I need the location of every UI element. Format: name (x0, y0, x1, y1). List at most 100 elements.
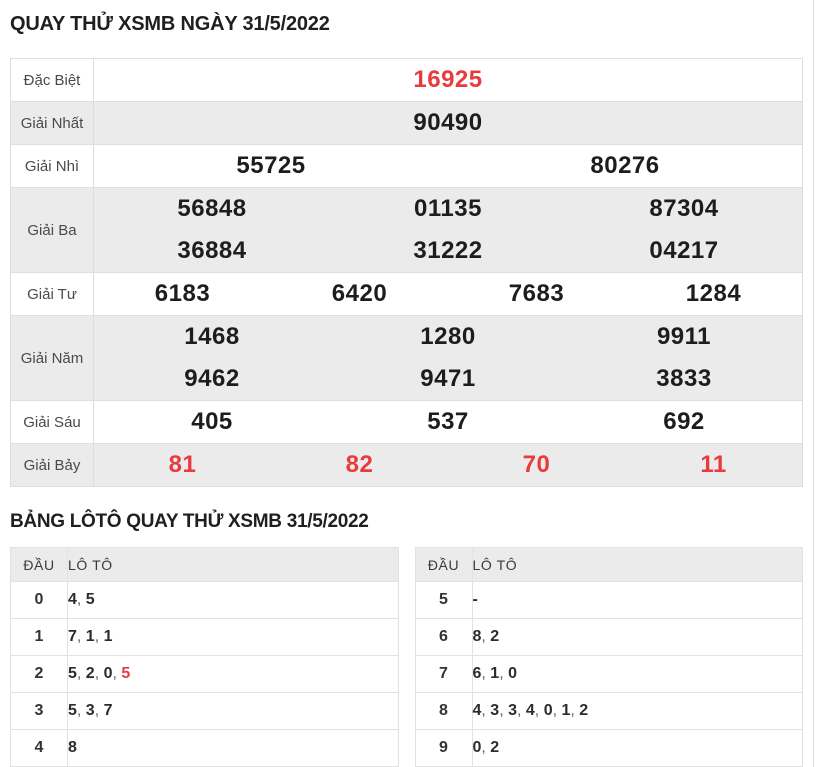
prize-table: Đặc Biệt 16925 Giải Nhất 90490 Giải Nhì 55725… (10, 58, 803, 487)
loto-value: 1 (490, 665, 500, 682)
prize-value: 80276 (590, 152, 660, 179)
loto-row: 2 5, 2, 0, 5 (10, 655, 399, 693)
prize-value: 81 (168, 451, 197, 478)
prize-label: Giải Ba (10, 187, 94, 273)
prize-value: 9462 (184, 365, 240, 392)
loto-value: 8 (68, 739, 77, 756)
loto-header-row: ĐẦU LÔ TÔ (10, 547, 399, 582)
loto-separator: , (481, 739, 491, 756)
page-title: QUAY THỬ XSMB NGÀY 31/5/2022 (10, 13, 330, 35)
loto-table-body: 5-6 8, 2 7 6, 1, 0 8 4, 3, 3, 4, 0, 1, 2 9 0, 2 (414, 581, 803, 767)
prize-row: Giải Ba 56848 01135 87304 36884 31222 04217 (10, 187, 803, 273)
prize-value: 87304 (649, 195, 719, 222)
prize-values-grid: 16925 (94, 59, 802, 101)
loto-separator: , (112, 665, 122, 682)
prize-value: 6420 (331, 280, 388, 307)
prize-row: Giải Nhất 90490 (10, 101, 803, 145)
prize-label: Giải Bảy (10, 443, 94, 487)
prize-value: 70 (522, 451, 551, 478)
dau-cell: 6 (414, 618, 473, 656)
loto-values-cell: 8, 2 (471, 618, 803, 656)
loto-separator: , (76, 665, 86, 682)
prize-values-grid: 6183 6420 7683 1284 (94, 273, 802, 315)
loto-separator: , (94, 665, 104, 682)
prize-value: 692 (663, 408, 705, 435)
prize-values-cell: 90490 (93, 101, 803, 145)
prize-label: Giải Tư (10, 272, 94, 316)
prize-values-cell: 405 537 692 (93, 400, 803, 444)
prize-label: Giải Nhất (10, 101, 94, 145)
loto-values-cell: 5, 2, 0, 5 (67, 655, 399, 693)
prize-value: 01135 (414, 195, 482, 222)
loto-value: 5 (121, 665, 131, 682)
prize-value: 1284 (685, 280, 742, 307)
loto-row: 0 4, 5 (10, 581, 399, 619)
loto-values-cell: 0, 2 (471, 729, 803, 767)
loto-values-cell: 7, 1, 1 (67, 618, 399, 656)
loto-value: - (472, 591, 478, 608)
loto-header-loto: LÔ TÔ (471, 547, 803, 582)
prize-value: 31222 (413, 237, 483, 264)
loto-separator: , (499, 702, 509, 719)
dau-cell: 0 (10, 581, 68, 619)
loto-value: 0 (543, 702, 553, 719)
loto-separator: , (94, 628, 104, 645)
dau-cell: 4 (10, 729, 68, 767)
prize-value: 55725 (236, 152, 306, 179)
prize-values-cell: 81 82 70 11 (93, 443, 803, 487)
loto-values-cell: 5, 3, 7 (67, 692, 399, 730)
prize-values-grid: 56848 01135 87304 36884 31222 04217 (94, 188, 802, 272)
prize-value: 90490 (413, 109, 483, 136)
dau-cell: 9 (414, 729, 473, 767)
loto-row: 9 0, 2 (414, 729, 803, 767)
prize-values-grid: 405 537 692 (94, 401, 802, 443)
prize-value: 16925 (413, 66, 483, 93)
loto-value: 0 (103, 665, 113, 682)
loto-header-loto: LÔ TÔ (67, 547, 399, 582)
loto-title: BẢNG LÔTÔ QUAY THỬ XSMB 31/5/2022 (10, 511, 369, 532)
loto-value: 5 (85, 591, 95, 608)
prize-row: Giải Nhì 55725 80276 (10, 144, 803, 188)
loto-row: 5- (414, 581, 803, 619)
loto-separator: , (481, 628, 491, 645)
prize-row: Đặc Biệt 16925 (10, 58, 803, 102)
prize-row: Giải Năm 1468 1280 9911 9462 9471 3833 (10, 315, 803, 401)
dau-cell: 8 (414, 692, 473, 730)
loto-value: 2 (579, 702, 589, 719)
prize-label: Giải Nhì (10, 144, 94, 188)
loto-separator: , (94, 702, 104, 719)
prize-values-grid: 55725 80276 (94, 145, 802, 187)
loto-table-head: ĐẦU LÔ TÔ (10, 547, 399, 582)
loto-separator: , (552, 702, 562, 719)
loto-row: 3 5, 3, 7 (10, 692, 399, 730)
loto-separator: , (517, 702, 526, 719)
dau-cell: 3 (10, 692, 68, 730)
loto-row: 6 8, 2 (414, 618, 803, 656)
prize-values-cell: 1468 1280 9911 9462 9471 3833 (93, 315, 803, 401)
prize-label: Giải Sáu (10, 400, 94, 444)
loto-row: 8 4, 3, 3, 4, 0, 1, 2 (414, 692, 803, 730)
prize-table-body: Đặc Biệt 16925 Giải Nhất 90490 Giải Nhì 55725… (10, 58, 803, 487)
loto-separator: , (534, 702, 544, 719)
prize-value: 9471 (420, 365, 476, 392)
prize-values-cell: 16925 (93, 58, 803, 102)
loto-values-cell: 6, 1, 0 (471, 655, 803, 693)
loto-row: 7 6, 1, 0 (414, 655, 803, 693)
prize-label: Giải Năm (10, 315, 94, 401)
loto-value: 4 (68, 591, 77, 608)
loto-value: 5 (68, 665, 77, 682)
loto-value: 1 (103, 628, 113, 645)
prize-value: 7683 (508, 280, 565, 307)
loto-value: 3 (85, 702, 95, 719)
loto-row: 1 7, 1, 1 (10, 618, 399, 656)
loto-values-cell: 4, 3, 3, 4, 0, 1, 2 (471, 692, 803, 730)
loto-table-left: ĐẦU LÔ TÔ 0 4, 5 1 7, 1, 1 2 5, 2, 0, 5 3 5, 3, 7… (10, 547, 399, 767)
loto-separator: , (570, 702, 580, 719)
prize-row: Giải Tư 6183 6420 7683 1284 (10, 272, 803, 316)
loto-value: 1 (85, 628, 95, 645)
dau-cell: 2 (10, 655, 68, 693)
prize-value: 1468 (184, 323, 240, 350)
prize-value: 04217 (649, 237, 719, 264)
loto-table-right: ĐẦU LÔ TÔ 5-6 8, 2 7 6, 1, 0 8 4, 3, 3, 4, 0, 1… (414, 547, 804, 767)
